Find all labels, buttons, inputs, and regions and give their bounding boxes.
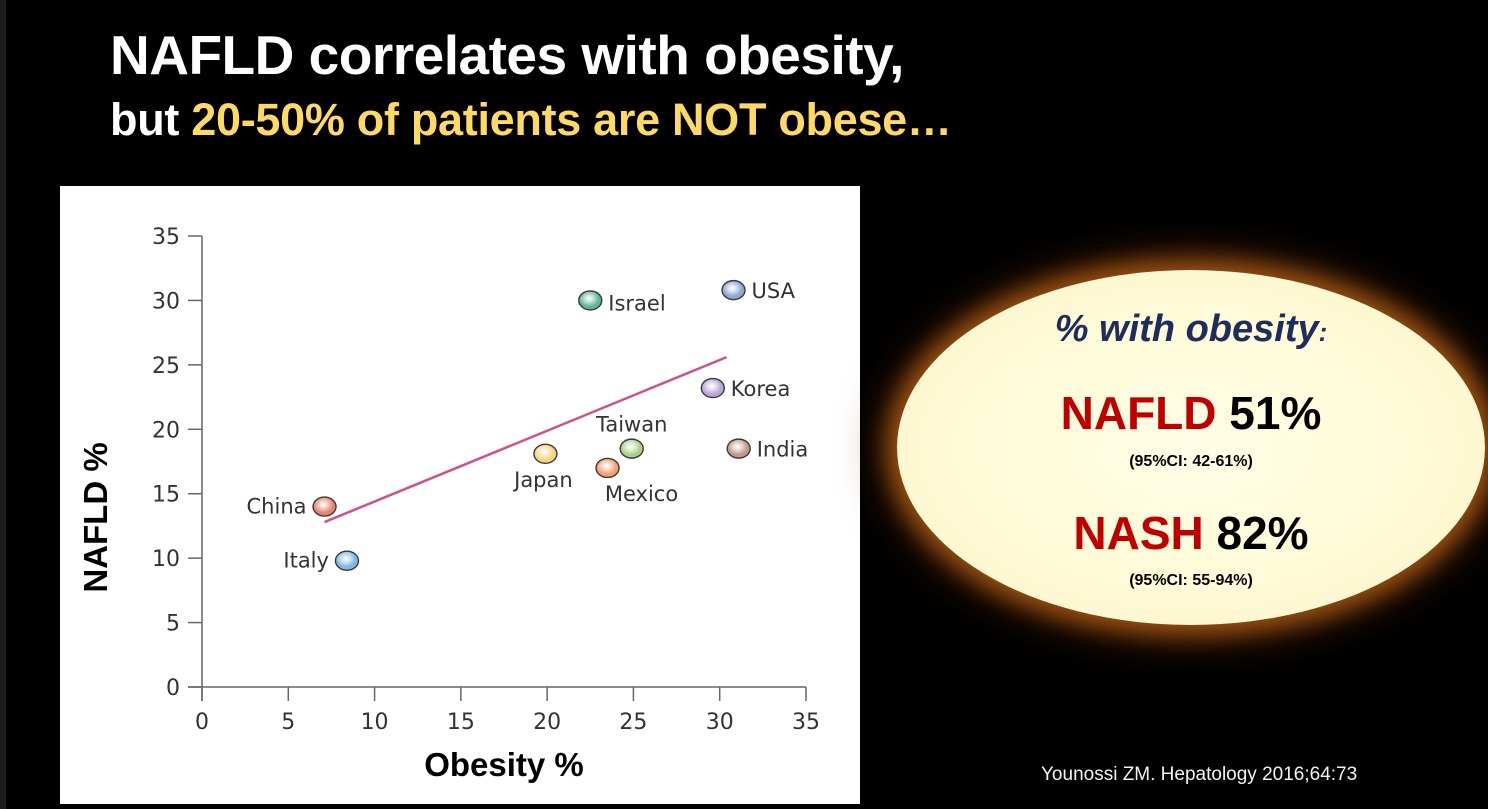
x-tick-label: 10 [361,710,389,735]
nafld-stat-name: NAFLD [1060,387,1217,439]
data-point-taiwan [619,438,644,459]
nash-stat-name: NASH [1073,507,1204,559]
data-point-italy [334,550,360,571]
chart-ticks: 0 5 10 15 20 25 30 35 0 5 10 15 20 25 30 35 [152,225,820,735]
slide-title: NAFLD correlates with obesity, but 20-50… [110,24,952,143]
x-axis-title: Obesity % [424,746,584,783]
callout-heading-text: % with obesity [1054,308,1319,350]
point-label-usa: USA [752,279,796,303]
title-line-2: but 20-50% of patients are NOT obese… [110,97,952,142]
callout-heading-colon: : [1318,317,1328,347]
x-tick-label: 0 [195,710,209,735]
point-label-taiwan: Taiwan [595,413,667,437]
nafld-stat-value: 51% [1229,387,1322,439]
x-tick-label: 35 [792,710,820,735]
y-tick-label: 30 [152,289,180,314]
x-tick-label: 20 [533,710,561,735]
title-line-2-prefix: but [110,94,192,145]
point-label-japan: Japan [512,468,573,492]
point-label-india: India [757,438,809,462]
data-point-usa [721,279,746,301]
point-label-korea: Korea [731,377,791,401]
y-tick-label: 0 [166,676,180,701]
point-label-israel: Israel [608,291,665,315]
point-label-china: China [247,495,307,519]
nafld-stat: NAFLD 51% [897,386,1485,440]
chart-axes [188,236,806,701]
data-point-japan [533,443,558,464]
y-tick-label: 25 [152,354,180,379]
nash-stat: NASH 82% [897,506,1485,560]
title-line-1: NAFLD correlates with obesity, [110,24,904,86]
title-highlight: 20-50% of patients are NOT obese… [191,94,952,145]
x-tick-label: 25 [619,710,647,735]
nafld-ci: (95%CI: 42-61%) [1129,453,1253,470]
y-tick-label: 20 [152,418,180,443]
point-label-mexico: Mexico [605,482,678,506]
obesity-callout: % with obesity: NAFLD 51% (95%CI: 42-61%… [897,270,1485,625]
data-point-china [312,496,337,517]
y-tick-label: 15 [152,483,180,508]
y-tick-label: 10 [152,547,180,572]
left-edge-strip [0,0,6,809]
nash-ci: (95%CI: 55-94%) [1129,572,1253,589]
scatter-chart: 0 5 10 15 20 25 30 35 0 5 10 15 20 25 30 35 China Italy J… [77,225,820,783]
data-point-israel [578,290,603,311]
chart-points: China Italy Japan Mexico Taiwan Israel USA Kore… [247,279,809,573]
y-tick-label: 5 [166,612,180,637]
nash-stat-value: 82% [1216,507,1309,559]
trend-line [324,355,728,524]
scatter-chart-panel: 0 5 10 15 20 25 30 35 0 5 10 15 20 25 30 35 China Italy J… [60,186,860,804]
data-point-korea [700,377,726,399]
x-tick-label: 30 [706,710,734,735]
y-tick-label: 35 [152,225,180,250]
point-label-italy: Italy [283,549,329,573]
y-axis-title: NAFLD % [77,442,114,592]
callout-heading: % with obesity: [897,308,1485,351]
data-point-mexico [595,457,620,479]
citation: Younossi ZM. Hepatology 2016;64:73 [1041,764,1358,785]
data-point-india [726,438,751,459]
x-tick-label: 15 [447,710,475,735]
x-tick-label: 5 [281,710,295,735]
